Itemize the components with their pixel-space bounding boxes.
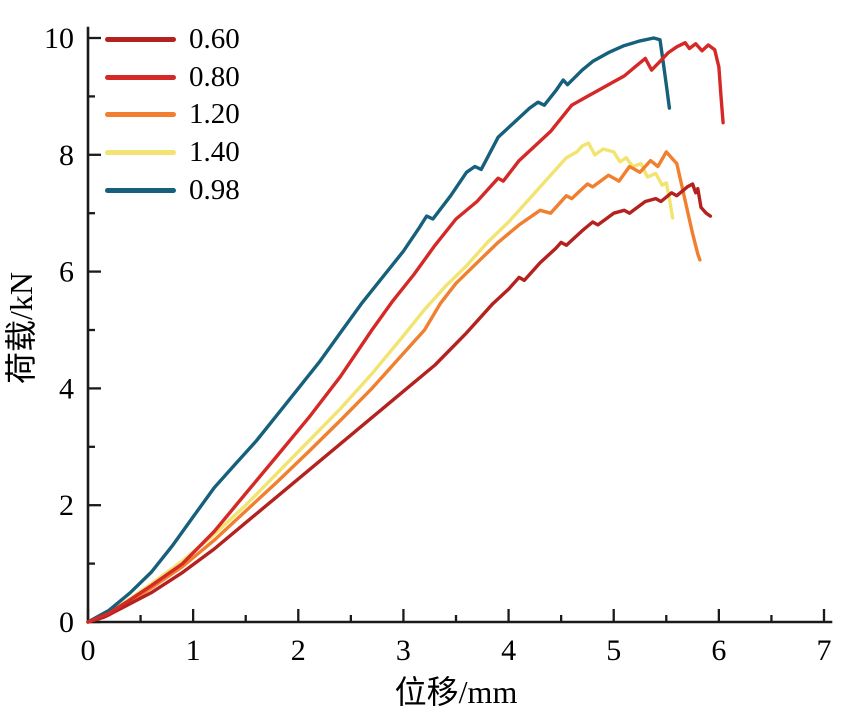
legend-swatch-line [105, 150, 176, 156]
series-line-0.80 [86, 41, 725, 624]
series-line-0.98 [86, 36, 672, 624]
y-tick-label: 4 [59, 372, 74, 405]
legend-item: 1.20 [105, 96, 240, 134]
x-tick-label: 7 [817, 634, 832, 667]
x-tick-label: 1 [186, 634, 201, 667]
x-tick-label: 0 [81, 634, 96, 667]
legend-item: 0.80 [105, 59, 240, 97]
legend: 0.60 0.80 1.20 1.40 0.98 [105, 21, 240, 209]
legend-item: 0.98 [105, 171, 240, 209]
series-line-0.60 [86, 182, 713, 624]
x-axis-title: 位移/mm [395, 674, 518, 710]
legend-label: 1.40 [189, 136, 240, 169]
x-tick-label: 6 [711, 634, 726, 667]
axes: 0 1 2 3 4 5 6 7 0 2 4 6 8 10 [44, 22, 833, 667]
legend-item: 1.40 [105, 134, 240, 172]
legend-swatch-line [105, 187, 176, 193]
x-tick-label: 3 [396, 634, 411, 667]
legend-label: 0.80 [189, 60, 240, 93]
legend-swatch-line [105, 37, 176, 43]
series-group [86, 36, 725, 624]
x-tick-label: 2 [291, 634, 306, 667]
y-tick-label: 10 [44, 22, 74, 55]
legend-label: 1.20 [189, 98, 240, 131]
legend-label: 0.60 [189, 23, 240, 56]
legend-label: 0.98 [189, 173, 240, 206]
y-axis-title: 荷载/kN [3, 272, 39, 384]
y-tick-label: 8 [59, 139, 74, 172]
y-tick-label: 2 [59, 489, 74, 522]
y-tick-label: 6 [59, 256, 74, 289]
x-tick-label: 4 [501, 634, 516, 667]
legend-swatch-line [105, 112, 176, 118]
x-tick-label: 5 [606, 634, 621, 667]
legend-item: 0.60 [105, 21, 240, 59]
series-line-1.40 [86, 141, 675, 624]
y-tick-label: 0 [59, 606, 74, 639]
series-line-1.20 [86, 150, 702, 624]
legend-swatch-line [105, 74, 176, 80]
